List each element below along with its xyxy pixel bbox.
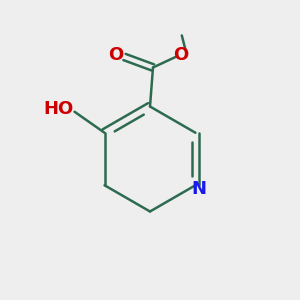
Text: O: O [173, 46, 188, 64]
Text: HO: HO [43, 100, 73, 118]
Text: N: N [192, 180, 207, 198]
Text: O: O [109, 46, 124, 64]
